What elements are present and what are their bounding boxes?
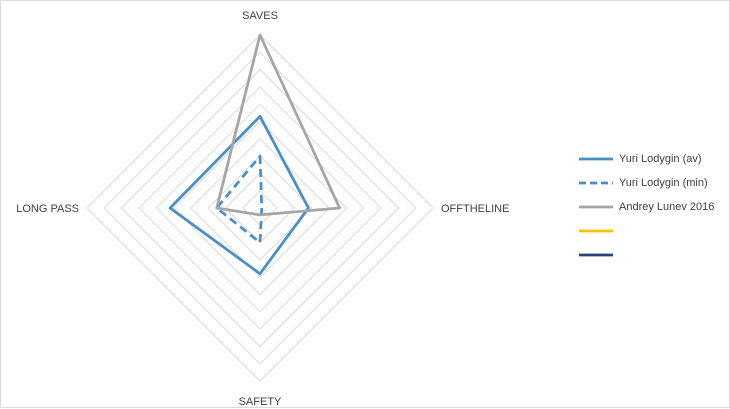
legend-swatch [579,201,613,213]
grid-ring [103,51,417,365]
grid-ring [207,155,313,261]
axis-label: SAFETY [239,396,282,408]
legend-item: Yuri Lodygin (min) [579,171,714,195]
series-line [168,114,310,276]
legend-item: Andrey Lunev 2016 [579,195,714,219]
grid-ring [120,68,400,348]
legend-item [579,219,714,243]
axis-label: LONG PASS [16,203,79,215]
legend-item: Yuri Lodygin (av) [579,147,714,171]
series-line [215,33,341,217]
legend-label: Yuri Lodygin (min) [619,177,708,189]
grid-ring [155,103,365,313]
series-line [215,154,264,244]
grid-ring [224,172,296,244]
axis-label: SAVES [242,10,278,22]
legend-swatch [579,249,613,261]
legend-swatch [579,225,613,237]
legend-swatch [579,153,613,165]
legend-label: Andrey Lunev 2016 [619,201,715,213]
legend-item [579,243,714,267]
legend: Yuri Lodygin (av) Yuri Lodygin (min) Andre… [579,147,714,267]
grid-ring [138,86,382,330]
legend-label: Yuri Lodygin (av) [619,153,702,165]
grid-ring [190,138,330,278]
grid-ring [86,34,434,382]
legend-swatch [579,177,613,189]
grid-ring [172,120,348,296]
axis-label: OFFTHELINE [441,203,509,215]
